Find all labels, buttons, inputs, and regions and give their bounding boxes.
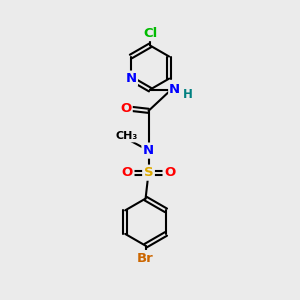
- Text: S: S: [144, 166, 153, 179]
- Text: CH₃: CH₃: [115, 131, 138, 142]
- Text: O: O: [122, 166, 133, 179]
- Text: N: N: [125, 72, 136, 85]
- Text: Cl: Cl: [143, 27, 157, 40]
- Text: O: O: [164, 166, 176, 179]
- Text: H: H: [182, 88, 192, 101]
- Text: N: N: [169, 83, 180, 96]
- Text: N: N: [143, 144, 154, 157]
- Text: Br: Br: [137, 252, 154, 265]
- Text: O: O: [120, 102, 131, 115]
